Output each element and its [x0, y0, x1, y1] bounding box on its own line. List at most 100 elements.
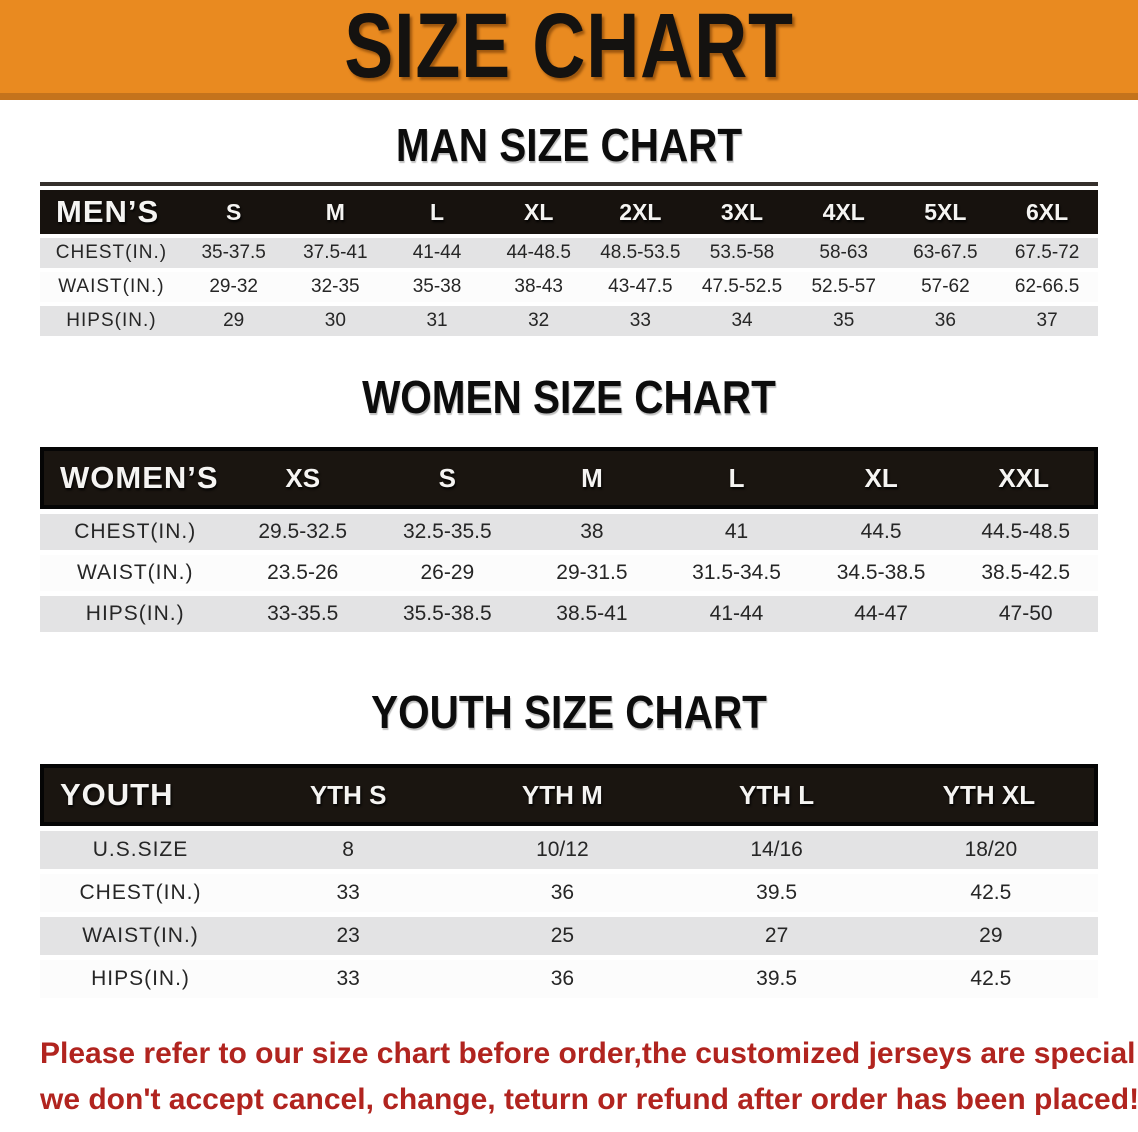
table-title-cell: MEN’S	[40, 190, 183, 234]
measurement-row: WAIST(IN.) 23 25 27 29	[40, 917, 1098, 955]
size-value: 58-63	[792, 238, 895, 268]
header-row: YOUTH YTH S YTH M YTH L YTH XL	[40, 764, 1098, 826]
men-table-top-rule	[40, 182, 1098, 186]
measurement-row: WAIST(IN.) 29-32 32-35 35-38 38-43 43-47.5 47.…	[40, 272, 1098, 302]
men-size-table: MEN’S S M L XL 2XL 3XL 4XL 5XL 6XL CHEST(IN.) 35-37…	[40, 186, 1098, 340]
size-value: 41-44	[664, 596, 809, 632]
size-value: 32	[487, 306, 590, 336]
size-value: 29	[182, 306, 285, 336]
table-title-cell: WOMEN’S	[40, 447, 231, 509]
size-value: 30	[284, 306, 387, 336]
size-value: 36	[894, 306, 997, 336]
size-value: 33	[241, 874, 456, 912]
section-youth: YOUTH SIZE CHART YOUTH YTH S YTH M YTH L YTH…	[0, 687, 1138, 1003]
size-value: 47-50	[953, 596, 1098, 632]
size-header-cell: 5XL	[894, 190, 997, 234]
size-value: 35.5-38.5	[375, 596, 520, 632]
measurement-row: HIPS(IN.) 33-35.5 35.5-38.5 38.5-41 41-44 44-…	[40, 596, 1098, 632]
size-header-cell: XL	[808, 447, 954, 509]
size-value: 23.5-26	[230, 555, 376, 591]
size-value: 44.5	[808, 514, 954, 550]
size-value: 41-44	[386, 238, 488, 268]
size-value: 47.5-52.5	[691, 272, 793, 302]
size-chart-banner: SIZE CHART	[0, 0, 1138, 100]
header-row: MEN’S S M L XL 2XL 3XL 4XL 5XL 6XL	[40, 190, 1098, 234]
size-header-cell: YTH L	[669, 764, 884, 826]
size-value: 29-32	[182, 272, 285, 302]
size-value: 35-38	[386, 272, 488, 302]
row-label: HIPS(IN.)	[40, 306, 183, 336]
size-value: 31.5-34.5	[664, 555, 809, 591]
row-label: U.S.SIZE	[40, 831, 242, 869]
section-women: WOMEN SIZE CHART WOMEN’S XS S M L XL XXL CHEST(…	[0, 372, 1138, 637]
size-value: 36	[455, 960, 670, 998]
size-value: 44-48.5	[487, 238, 590, 268]
size-value: 14/16	[669, 831, 884, 869]
size-header-cell: S	[375, 447, 520, 509]
size-value: 29.5-32.5	[230, 514, 376, 550]
size-value: 31	[386, 306, 488, 336]
order-notice-line-1: Please refer to our size chart before or…	[40, 1037, 1138, 1070]
size-value: 44.5-48.5	[953, 514, 1098, 550]
size-value: 42.5	[883, 874, 1098, 912]
size-header-cell: 3XL	[691, 190, 793, 234]
measurement-row: U.S.SIZE 8 10/12 14/16 18/20	[40, 831, 1098, 869]
size-header-cell: L	[664, 447, 809, 509]
size-value: 39.5	[669, 874, 884, 912]
size-value: 38.5-41	[519, 596, 665, 632]
youth-size-table: YOUTH YTH S YTH M YTH L YTH XL U.S.SIZE 8 10/12…	[40, 759, 1098, 1003]
size-header-cell: L	[386, 190, 488, 234]
size-value: 63-67.5	[894, 238, 997, 268]
size-value: 34.5-38.5	[808, 555, 954, 591]
size-value: 41	[664, 514, 809, 550]
measurement-row: HIPS(IN.) 33 36 39.5 42.5	[40, 960, 1098, 998]
measurement-row: CHEST(IN.) 33 36 39.5 42.5	[40, 874, 1098, 912]
size-header-cell: XL	[487, 190, 590, 234]
row-label: CHEST(IN.)	[40, 238, 183, 268]
row-label: CHEST(IN.)	[40, 874, 242, 912]
section-men: MAN SIZE CHART MEN’S S M L XL 2XL 3XL 4XL 5XL 6XL…	[0, 120, 1138, 340]
size-value: 29-31.5	[519, 555, 665, 591]
size-value: 38-43	[487, 272, 590, 302]
size-value: 32-35	[284, 272, 387, 302]
size-value: 37	[996, 306, 1098, 336]
size-value: 23	[241, 917, 456, 955]
row-label: HIPS(IN.)	[40, 596, 231, 632]
size-value: 53.5-58	[691, 238, 793, 268]
row-label: HIPS(IN.)	[40, 960, 242, 998]
size-value: 32.5-35.5	[375, 514, 520, 550]
size-header-cell: 6XL	[996, 190, 1098, 234]
size-value: 29	[883, 917, 1098, 955]
men-section-heading: MAN SIZE CHART	[395, 119, 743, 171]
size-value: 33-35.5	[230, 596, 376, 632]
row-label: CHEST(IN.)	[40, 514, 231, 550]
size-value: 62-66.5	[996, 272, 1098, 302]
header-row: WOMEN’S XS S M L XL XXL	[40, 447, 1098, 509]
size-header-cell: S	[182, 190, 285, 234]
size-value: 33	[241, 960, 456, 998]
size-value: 38	[519, 514, 665, 550]
size-value: 35-37.5	[182, 238, 285, 268]
women-size-table: WOMEN’S XS S M L XL XXL CHEST(IN.) 29.5-32.5 32.5…	[40, 442, 1098, 637]
row-label: WAIST(IN.)	[40, 272, 183, 302]
size-value: 67.5-72	[996, 238, 1098, 268]
row-label: WAIST(IN.)	[40, 917, 242, 955]
size-value: 18/20	[883, 831, 1098, 869]
measurement-row: HIPS(IN.) 29 30 31 32 33 34 35 36 37	[40, 306, 1098, 336]
size-header-cell: 2XL	[589, 190, 692, 234]
size-value: 34	[691, 306, 793, 336]
youth-section-heading: YOUTH SIZE CHART	[371, 686, 767, 738]
order-notice-line-2: we don't accept cancel, change, teturn o…	[40, 1083, 1138, 1116]
size-value: 38.5-42.5	[953, 555, 1098, 591]
size-value: 42.5	[883, 960, 1098, 998]
size-value: 10/12	[455, 831, 670, 869]
table-title-cell: YOUTH	[40, 764, 242, 826]
size-value: 52.5-57	[792, 272, 895, 302]
order-notice: Please refer to our size chart before or…	[40, 1031, 1138, 1123]
banner-title: SIZE CHART	[344, 0, 794, 97]
size-header-cell: XXL	[953, 447, 1098, 509]
size-value: 33	[589, 306, 692, 336]
size-header-cell: XS	[230, 447, 376, 509]
size-header-cell: YTH M	[455, 764, 670, 826]
size-value: 25	[455, 917, 670, 955]
